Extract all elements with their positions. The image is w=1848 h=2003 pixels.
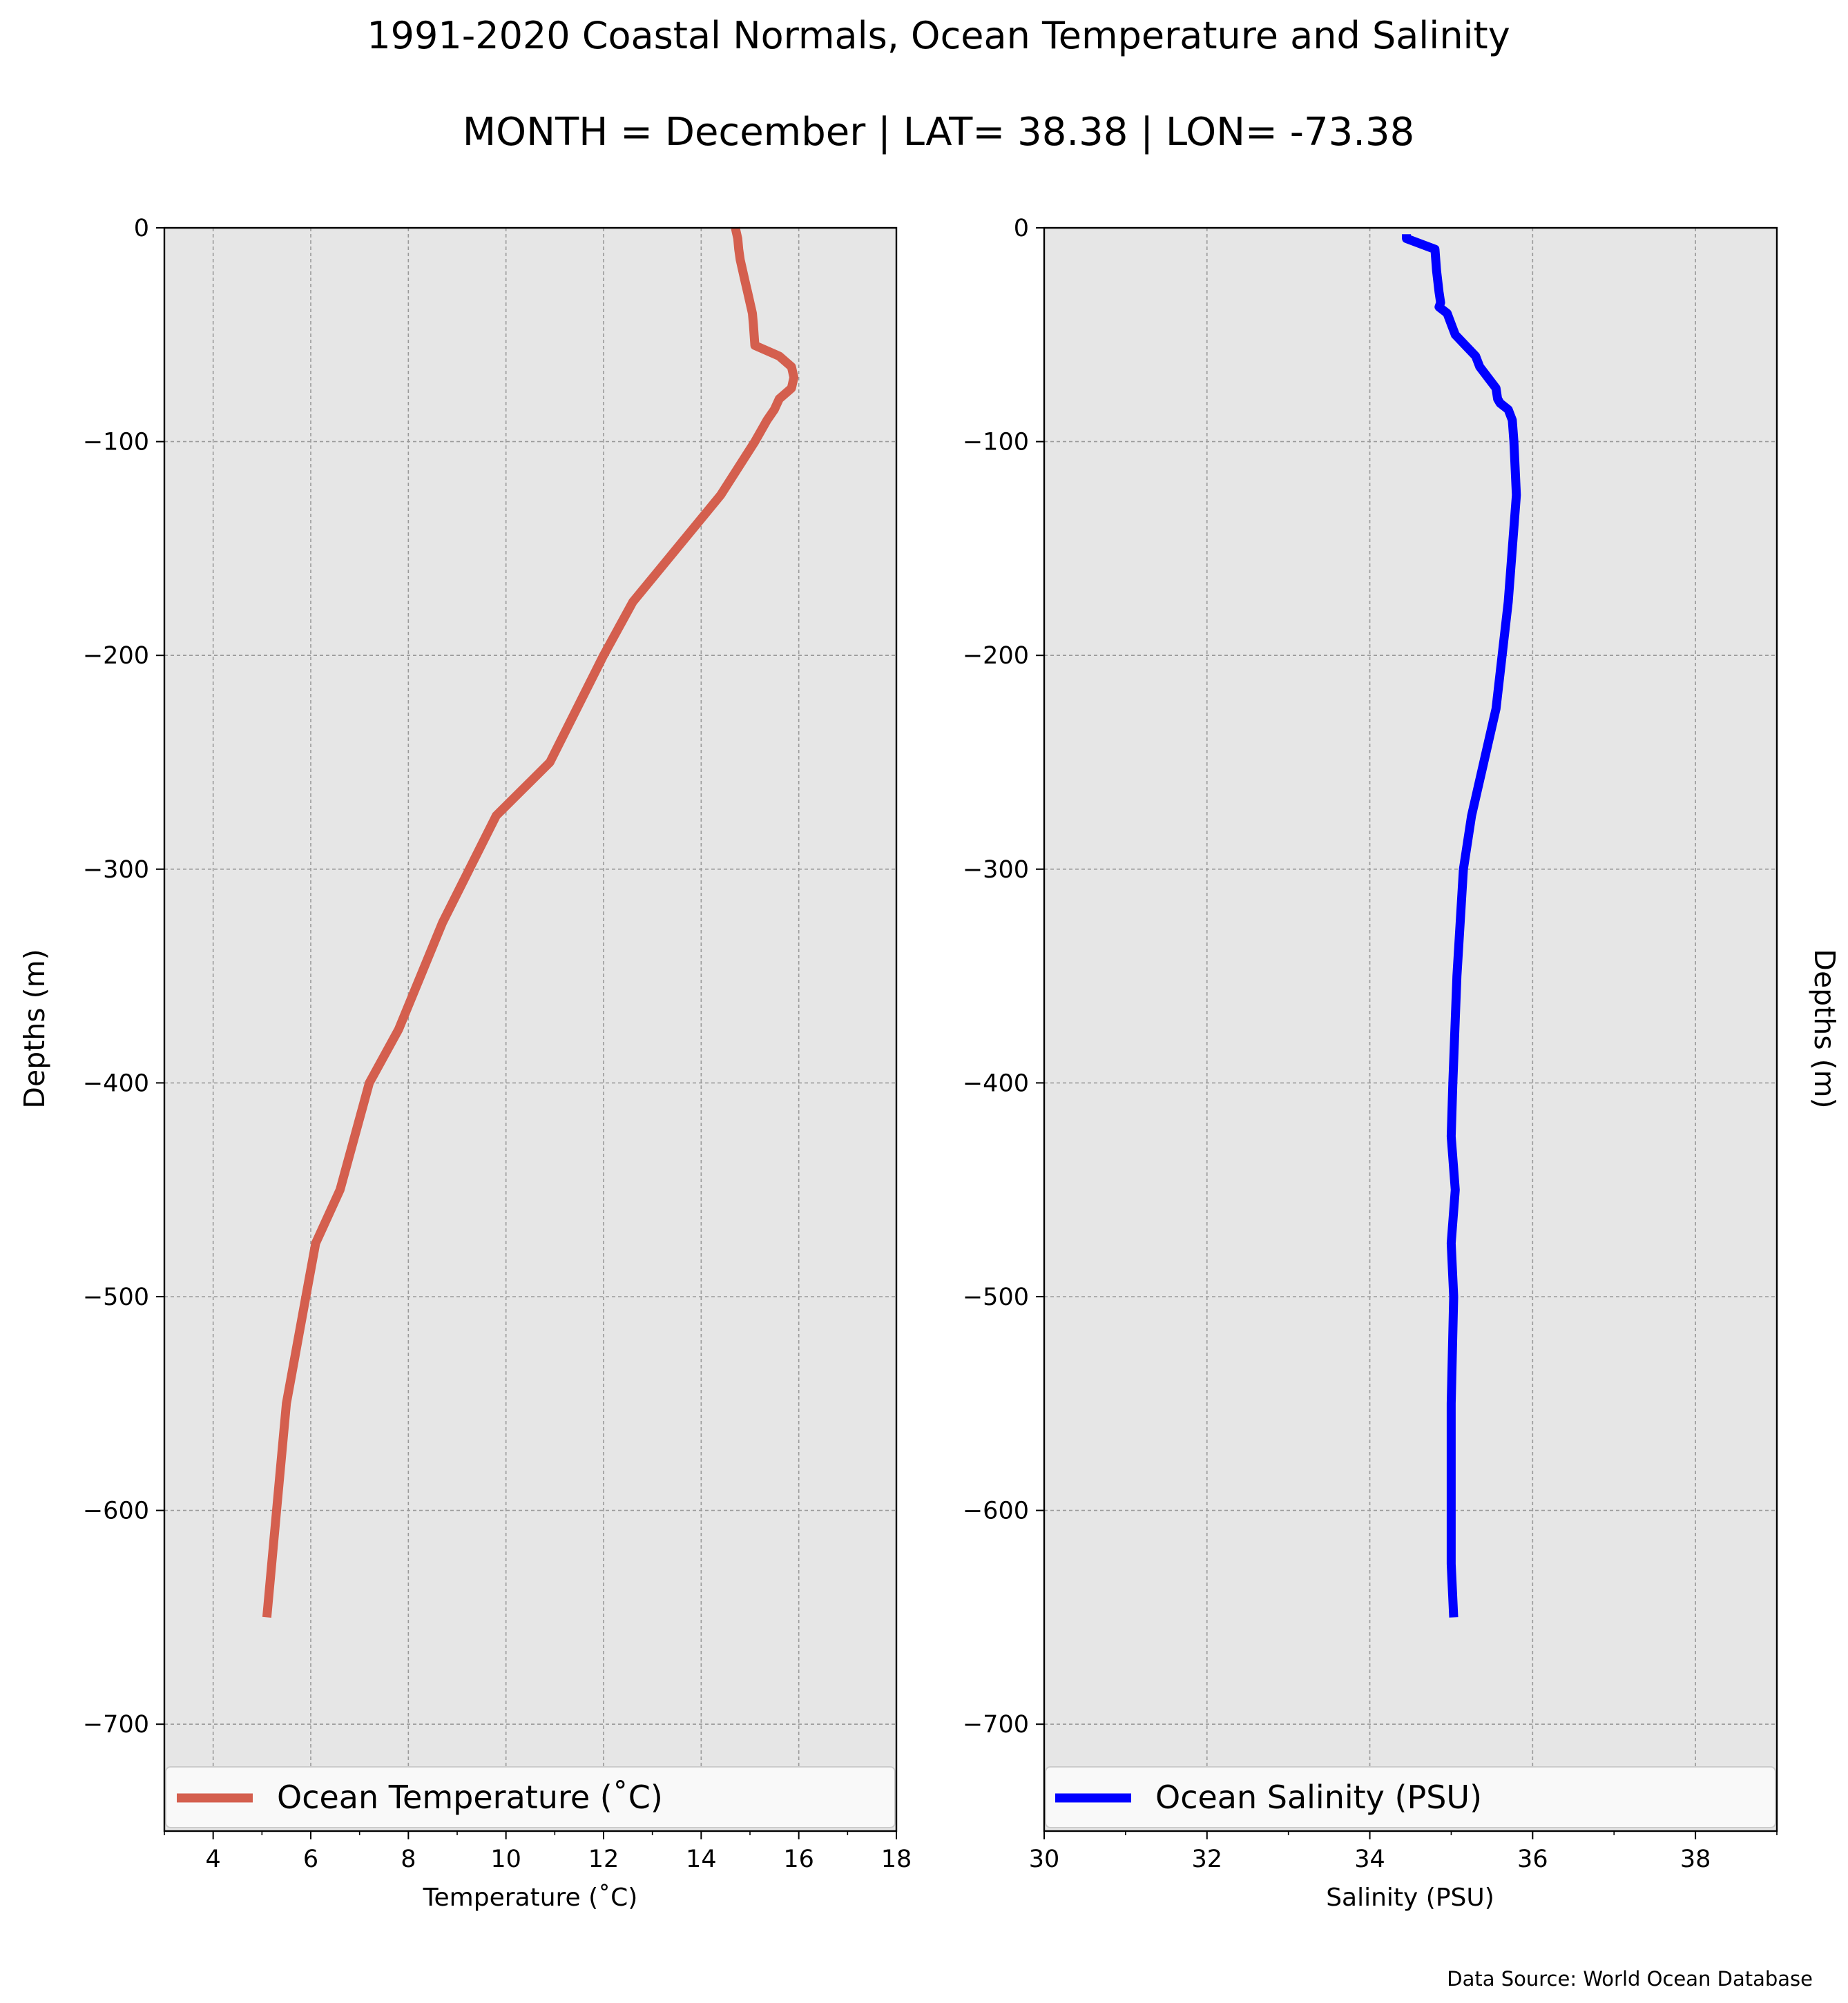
temperature-legend-box [165, 1766, 896, 1828]
temperature-axes-frame [163, 226, 898, 1832]
salinity-ytick-label: −700 [963, 1711, 1029, 1739]
temperature-xtick-label: 14 [686, 1846, 717, 1873]
salinity-chart: Ocean Salinity (PSU) 30 32 34 36 38 0 −100 −20… [963, 215, 1841, 1912]
temperature-xticks: 4 6 8 10 12 14 16 18 [164, 1831, 912, 1873]
temperature-plot-area [164, 228, 896, 1831]
salinity-legend: Ocean Salinity (PSU) [1045, 1766, 1776, 1828]
temperature-ytick-label: 0 [134, 215, 149, 242]
temperature-ytick-label: −700 [83, 1711, 149, 1739]
temperature-xtick-label: 16 [783, 1846, 814, 1873]
salinity-ytick-label: −100 [963, 429, 1029, 456]
salinity-ytick-label: −600 [963, 1498, 1029, 1525]
salinity-x-axis-label: Salinity (PSU) [1326, 1884, 1494, 1912]
temperature-ytick-label: −200 [83, 642, 149, 670]
temperature-xtick-label: 6 [303, 1846, 318, 1873]
salinity-plot-area [1044, 228, 1777, 1831]
salinity-xtick-label: 34 [1354, 1846, 1385, 1873]
temperature-grid [164, 227, 897, 1831]
salinity-ytick-label: −200 [963, 642, 1029, 670]
temperature-ytick-label: −600 [83, 1498, 149, 1525]
salinity-xtick-label: 38 [1680, 1846, 1711, 1873]
salinity-ytick-label: −500 [963, 1284, 1029, 1311]
temperature-y-axis-label: Depths (m) [18, 949, 51, 1108]
temperature-legend-label: Ocean Temperature (˚C) [277, 1779, 663, 1816]
temperature-x-axis-label: Temperature (˚C) [423, 1884, 638, 1912]
salinity-ytick-label: −300 [963, 856, 1029, 884]
salinity-legend-box [1045, 1766, 1776, 1828]
temperature-xtick-label: 12 [588, 1846, 619, 1873]
temperature-xtick-label: 10 [490, 1846, 521, 1873]
temperature-ytick-label: −300 [83, 856, 149, 884]
temperature-legend: Ocean Temperature (˚C) [165, 1766, 896, 1828]
salinity-line [1402, 234, 1521, 1618]
temperature-xtick-label: 8 [401, 1846, 416, 1873]
temperature-xtick-label: 18 [881, 1846, 912, 1873]
temperature-yticks: 0 −100 −200 −300 −400 −500 −600 −700 [83, 215, 164, 1739]
temperature-ytick-label: −100 [83, 429, 149, 456]
salinity-y-axis-label: Depths (m) [1808, 949, 1841, 1108]
temperature-line [262, 226, 799, 1618]
salinity-ytick-label: 0 [1014, 215, 1029, 242]
salinity-legend-label: Ocean Salinity (PSU) [1155, 1779, 1482, 1816]
salinity-xtick-label: 32 [1192, 1846, 1223, 1873]
figure-title: 1991-2020 Coastal Normals, Ocean Tempera… [367, 14, 1510, 57]
salinity-xticks: 30 32 34 36 38 [1029, 1831, 1778, 1873]
salinity-xtick-label: 36 [1517, 1846, 1548, 1873]
temperature-chart: Ocean Temperature (˚C) 4 6 8 10 12 14 16 18 0 −1… [18, 215, 912, 1912]
salinity-axes-frame [1043, 226, 1778, 1832]
data-source-note: Data Source: World Ocean Database [1447, 1967, 1813, 1991]
temperature-xtick-label: 4 [206, 1846, 221, 1873]
salinity-xtick-label: 30 [1029, 1846, 1060, 1873]
temperature-ytick-label: −500 [83, 1284, 149, 1311]
salinity-yticks: 0 −100 −200 −300 −400 −500 −600 −700 [963, 215, 1044, 1739]
salinity-ytick-label: −400 [963, 1070, 1029, 1097]
temperature-ytick-label: −400 [83, 1070, 149, 1097]
figure-subtitle: MONTH = December | LAT= 38.38 | LON= -73… [463, 110, 1415, 155]
